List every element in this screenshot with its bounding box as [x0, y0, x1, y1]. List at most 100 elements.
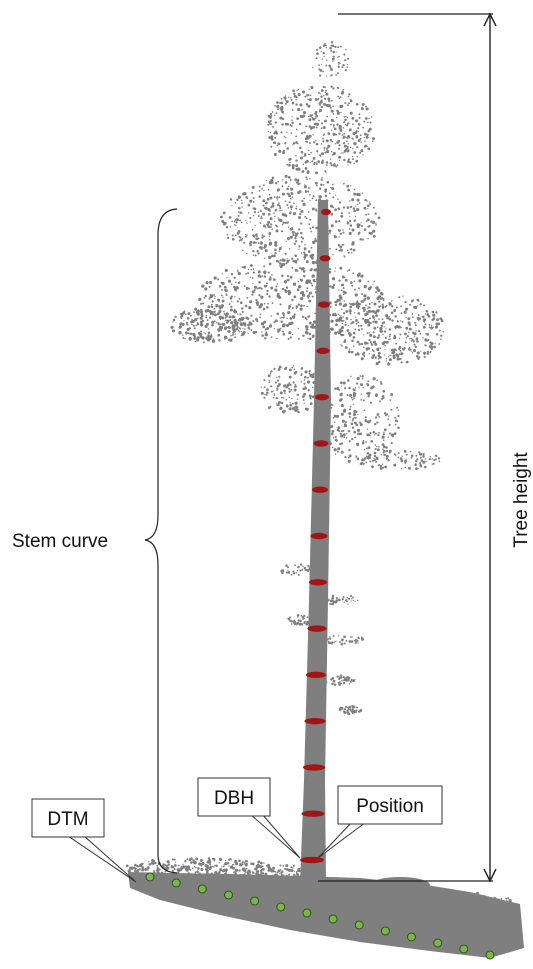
dtm-label: DTM [47, 809, 88, 830]
cloud-point [271, 176, 275, 180]
cloud-point [425, 310, 429, 313]
cloud-point [332, 124, 335, 127]
cloud-point [300, 240, 303, 243]
cloud-point [292, 864, 295, 867]
cloud-point [424, 465, 427, 469]
cloud-point [276, 196, 279, 199]
cloud-point [419, 464, 422, 467]
cloud-point [269, 217, 273, 221]
cloud-point [339, 706, 342, 710]
cloud-point [415, 460, 418, 463]
cloud-point [356, 208, 360, 212]
cloud-point [343, 708, 347, 711]
cloud-point [309, 94, 312, 97]
cloud-point [404, 466, 407, 469]
cloud-point [327, 132, 331, 135]
cloud-point [225, 226, 229, 229]
cloud-point [344, 118, 347, 122]
cloud-point [379, 305, 382, 307]
cloud-point [285, 286, 289, 289]
cloud-point [259, 246, 263, 250]
cloud-point [378, 318, 380, 320]
cloud-point [282, 330, 285, 333]
cloud-point [286, 237, 291, 241]
cloud-point [252, 271, 256, 274]
cloud-point [417, 905, 421, 909]
cloud-point [398, 911, 401, 914]
cloud-point [411, 316, 414, 318]
cloud-point [451, 902, 454, 906]
cloud-point [344, 123, 347, 126]
cloud-point [241, 310, 244, 313]
cloud-point [365, 213, 368, 216]
cloud-point [356, 300, 359, 302]
cloud-point [385, 446, 388, 449]
cloud-point [199, 859, 203, 862]
cloud-point [284, 384, 287, 387]
cloud-point [303, 251, 306, 254]
cloud-point [328, 313, 331, 317]
cloud-point [341, 66, 344, 69]
cloud-point [275, 112, 278, 114]
cloud-point [335, 133, 338, 136]
cloud-point [310, 85, 314, 90]
cloud-point [382, 907, 384, 909]
cloud-point [255, 241, 258, 244]
cloud-point [328, 192, 331, 195]
cloud-point [327, 144, 331, 148]
cloud-point [380, 453, 383, 456]
cloud-point [302, 618, 305, 620]
cloud-point [367, 208, 369, 210]
cloud-point [429, 351, 432, 354]
cloud-point [252, 201, 255, 203]
cloud-point [328, 270, 332, 274]
cloud-point [237, 329, 240, 332]
branch-stub [321, 594, 359, 606]
cloud-point [459, 908, 462, 911]
cloud-point [378, 300, 381, 303]
cloud-point [389, 354, 392, 357]
tree-height-label: Tree height [511, 452, 532, 548]
cloud-point [260, 861, 263, 865]
cloud-point [344, 456, 347, 459]
cloud-point [213, 276, 217, 280]
cloud-point [275, 397, 278, 400]
cloud-point [370, 220, 373, 223]
cloud-point [354, 215, 357, 218]
cloud-point [283, 389, 286, 393]
cloud-point [236, 326, 239, 329]
cloud-point [470, 893, 472, 896]
cloud-point [290, 124, 293, 127]
cloud-point [346, 124, 349, 127]
cloud-point [209, 281, 213, 285]
cloud-point [264, 333, 268, 337]
cloud-point [340, 412, 344, 416]
cloud-point [348, 705, 352, 709]
cloud-point [359, 423, 363, 427]
cloud-point [339, 266, 343, 270]
cloud-point [349, 416, 351, 419]
cloud-point [441, 899, 443, 901]
cloud-point [209, 313, 212, 316]
cloud-point [416, 912, 420, 916]
cloud-point [344, 321, 347, 323]
cloud-point [339, 432, 342, 435]
cloud-point [368, 321, 371, 324]
cloud-point [367, 446, 371, 450]
cloud-point [189, 314, 192, 317]
cloud-point [268, 235, 270, 238]
cloud-point [347, 598, 350, 600]
cloud-point [305, 328, 309, 331]
cloud-point [385, 357, 388, 360]
cloud-point [385, 328, 387, 330]
cloud-point [305, 622, 309, 626]
cloud-point [287, 617, 289, 620]
cloud-point [399, 349, 402, 352]
cloud-point [513, 905, 516, 908]
cloud-point [324, 190, 327, 193]
cloud-point [327, 409, 331, 413]
cloud-point [193, 865, 196, 868]
cloud-point [258, 286, 262, 290]
cloud-point [258, 281, 261, 284]
cloud-point [366, 456, 370, 460]
